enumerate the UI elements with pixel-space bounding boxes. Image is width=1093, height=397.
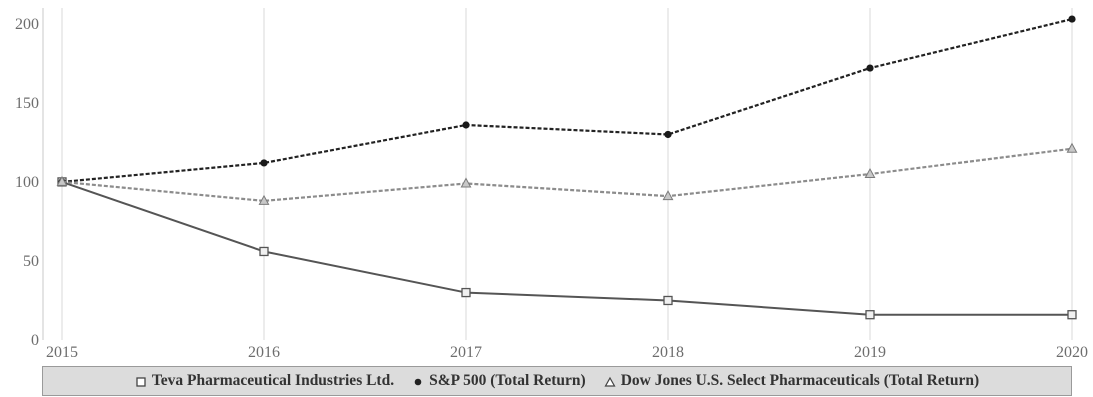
data-point-square xyxy=(259,246,269,257)
data-point-circle xyxy=(462,121,470,129)
series-line xyxy=(61,147,1073,202)
data-point-circle xyxy=(1068,15,1076,23)
x-tick-label: 2017 xyxy=(450,344,482,361)
legend-label-teva: Teva Pharmaceutical Industries Ltd. xyxy=(151,372,395,389)
y-tick-label: 150 xyxy=(15,95,39,112)
series-square xyxy=(57,177,1077,320)
legend-label-sp500: S&P 500 (Total Return) xyxy=(429,372,586,389)
data-point-triangle xyxy=(864,167,876,178)
gridlines xyxy=(61,8,1073,340)
data-point-triangle xyxy=(1066,142,1078,153)
x-tick-label: 2018 xyxy=(652,344,684,361)
square-marker-icon xyxy=(135,375,147,387)
x-tick-label: 2015 xyxy=(46,344,78,361)
data-point-triangle xyxy=(258,194,270,205)
data-point-square xyxy=(1067,310,1077,320)
data-point-triangle xyxy=(56,175,68,186)
circle-marker-icon xyxy=(412,375,424,387)
triangle-marker-icon xyxy=(604,375,616,387)
y-tick-label: 200 xyxy=(15,16,39,33)
data-point-square xyxy=(461,287,471,298)
series-line xyxy=(61,180,1072,316)
x-tick-label: 2016 xyxy=(248,344,280,361)
data-point-circle xyxy=(664,130,672,139)
x-tick-label: 2019 xyxy=(854,344,886,361)
series-circle xyxy=(58,15,1076,186)
data-point-triangle xyxy=(460,177,472,188)
legend-item-sp500: S&P 500 (Total Return) xyxy=(412,372,586,390)
data-point-square xyxy=(865,310,875,320)
x-tick-label: 2020 xyxy=(1056,344,1088,361)
legend-label-dowjones: Dow Jones U.S. Select Pharmaceuticals (T… xyxy=(620,372,980,389)
data-point-circle xyxy=(260,159,268,167)
y-tick-label: 0 xyxy=(31,332,39,349)
legend-item-teva: Teva Pharmaceutical Industries Ltd. xyxy=(135,372,394,390)
series-layer xyxy=(56,15,1078,320)
legend: Teva Pharmaceutical Industries Ltd. S&P … xyxy=(42,366,1072,396)
y-tick-label: 100 xyxy=(15,174,39,191)
data-point-circle xyxy=(866,64,874,72)
series-line xyxy=(61,17,1073,183)
data-point-triangle xyxy=(662,190,674,201)
y-tick-label: 50 xyxy=(23,253,39,270)
data-point-square xyxy=(663,295,673,306)
legend-item-dowjones: Dow Jones U.S. Select Pharmaceuticals (T… xyxy=(604,372,979,390)
series-triangle xyxy=(56,142,1078,205)
y-axis-ticks: 0 50 100 150 200 xyxy=(15,16,39,349)
x-axis-ticks: 2015 2016 2017 2018 2019 2020 xyxy=(46,344,1088,361)
